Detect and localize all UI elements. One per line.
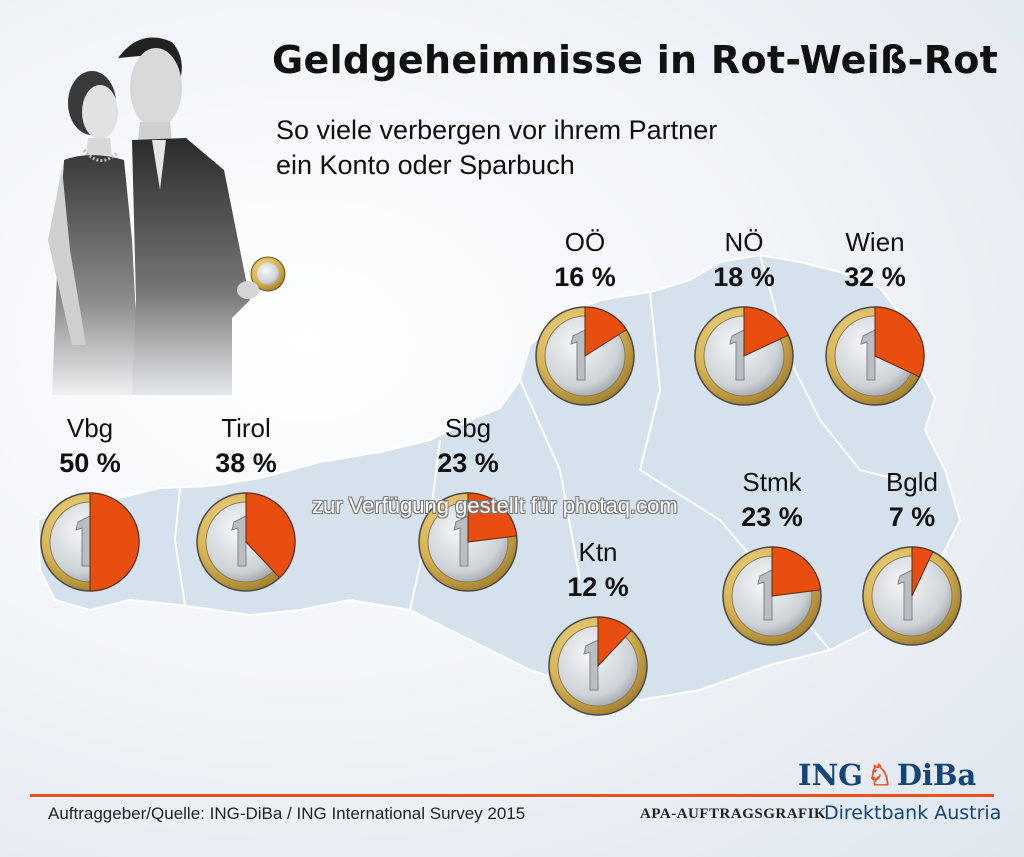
region-label: Bgld (885, 467, 939, 497)
ing-diba-logo: ING ♘ DiBa (798, 758, 976, 792)
region-value: 23 % (741, 502, 803, 532)
region-label: OÖ (564, 227, 606, 257)
footer-agency: APA-AUFTRAGSGRAFIK (640, 806, 827, 822)
region-label: Wien (845, 227, 905, 257)
footer-source: Auftraggeber/Quelle: ING-DiBa / ING Inte… (48, 804, 526, 823)
region-label: Tirol (221, 413, 271, 443)
pie-coin (418, 492, 518, 592)
region-label: Vbg (66, 413, 114, 443)
couple-illustration (48, 37, 286, 395)
region-label: Sbg (444, 413, 492, 443)
pie-slice-nö (743, 306, 790, 357)
region-value: 32 % (844, 262, 906, 292)
lion-icon: ♘ (866, 758, 893, 792)
pie-slice-ktn (597, 616, 633, 668)
brand-left: ING (798, 758, 863, 792)
pie-coin (196, 492, 296, 592)
pie-coin (535, 306, 635, 406)
pie-coin (694, 306, 794, 406)
brand-right: DiBa (896, 758, 977, 792)
subtitle-line-1: So viele verbergen vor ihrem Partner (276, 115, 718, 145)
pie-slice-wien (874, 306, 925, 378)
pie-slice-tirol (245, 492, 296, 579)
region-value: 12 % (567, 572, 629, 602)
footer-divider (30, 794, 994, 797)
region-value: 16 % (554, 262, 616, 292)
region-label: Stmk (742, 467, 802, 497)
region-value: 50 % (59, 448, 121, 478)
watermark-text: zur Verfügung gestellt für photaq.com (312, 493, 678, 518)
region-value: 38 % (215, 448, 277, 478)
subtitle-line-2: ein Konto oder Sparbuch (276, 150, 575, 180)
pie-slice-bgld (911, 546, 934, 597)
pie-coin (722, 546, 822, 646)
page-title: Geldgeheimnisse in Rot-Weiß-Rot (272, 38, 999, 82)
page-subtitle: So viele verbergen vor ihrem Partner ein… (276, 113, 836, 183)
region-label: Ktn (578, 537, 618, 567)
region-value: 7 % (888, 502, 936, 532)
pie-slice-stmk (771, 546, 822, 597)
pie-coin (862, 546, 962, 646)
pie-coin (548, 616, 648, 716)
region-value: 18 % (713, 262, 775, 292)
pie-slice-vbg (89, 492, 140, 592)
region-label: NÖ (724, 227, 764, 257)
pie-coin (40, 492, 140, 592)
pie-slice-oö (584, 306, 628, 357)
pie-coin (825, 306, 925, 406)
region-value: 23 % (437, 448, 499, 478)
footer-bank-name: Direktbank Austria (824, 802, 1002, 824)
pie-slice-sbg (467, 492, 518, 543)
